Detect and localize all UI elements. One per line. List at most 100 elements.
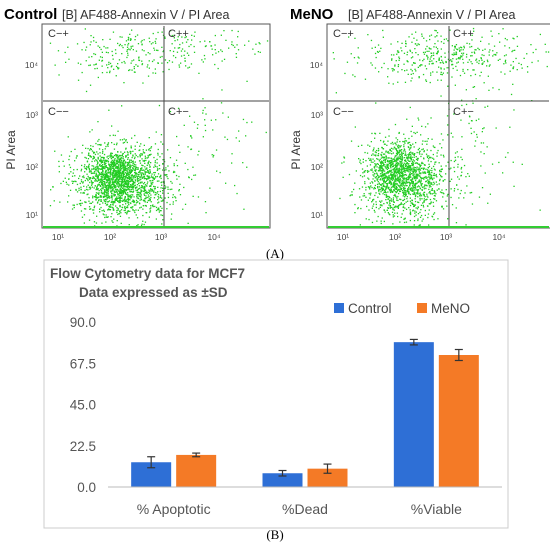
scatter-point — [401, 152, 403, 154]
scatter-point — [137, 168, 139, 170]
scatter-point — [106, 173, 108, 176]
scatter-point — [368, 170, 370, 172]
scatter-point — [381, 189, 383, 191]
scatter-point — [91, 129, 93, 131]
scatter-point — [119, 196, 122, 198]
scatter-point — [380, 170, 382, 172]
scatter-point — [435, 46, 437, 48]
scatter-point — [433, 172, 435, 175]
scatter-point — [117, 162, 119, 164]
scatter-point — [100, 179, 102, 181]
scatter-point — [380, 47, 382, 49]
scatter-point — [118, 213, 120, 215]
scatter-point — [130, 196, 132, 199]
scatter-point — [383, 209, 385, 211]
scatter-point — [237, 30, 239, 33]
scatter-point — [400, 161, 402, 163]
scatter-point — [492, 55, 494, 57]
scatter-point — [157, 195, 159, 198]
quadrant-label-neg-neg: C−− — [333, 106, 354, 118]
scatter-point — [116, 182, 118, 184]
scatter-point — [402, 199, 405, 201]
scatter-point — [112, 176, 114, 178]
scatter-point — [362, 172, 364, 174]
scatter-point — [102, 156, 105, 159]
scatter-point — [128, 48, 130, 50]
scatter-point — [396, 150, 398, 152]
scatter-point — [394, 148, 396, 150]
scatter-point — [116, 175, 118, 177]
scatter-point — [122, 170, 124, 172]
scatter-point — [234, 46, 236, 48]
scatter-point — [151, 189, 154, 192]
scatter-point — [423, 167, 425, 169]
scatter-point — [114, 172, 116, 174]
scatter-point — [411, 170, 413, 172]
scatter-point — [383, 143, 386, 145]
scatter-point — [148, 137, 150, 139]
scatter-point — [400, 150, 402, 152]
scatter-point — [111, 213, 113, 215]
scatter-point — [106, 193, 108, 195]
scatter-point — [88, 206, 91, 208]
scatter-point — [110, 184, 113, 186]
scatter-point — [411, 180, 413, 182]
scatter-point — [91, 160, 93, 163]
scatter-point — [473, 51, 475, 53]
scatter-point — [481, 131, 483, 133]
scatter-point — [427, 216, 429, 219]
scatter-point — [112, 208, 114, 210]
scatter-point — [429, 198, 432, 201]
scatter-point — [103, 195, 105, 198]
scatter-point — [370, 62, 372, 64]
scatter-point — [400, 168, 402, 170]
scatter-point — [76, 191, 79, 193]
scatter-point — [136, 186, 138, 188]
scatter-point — [121, 200, 124, 202]
scatter-point — [396, 158, 398, 161]
scatter-point — [140, 175, 143, 177]
scatter-point — [179, 194, 182, 196]
scatter-point — [386, 157, 388, 159]
scatter-point — [385, 155, 387, 157]
scatter-point — [396, 164, 398, 166]
scatter-point — [401, 151, 403, 153]
scatter-point — [395, 188, 397, 190]
scatter-point — [232, 44, 234, 47]
scatter-point — [419, 199, 421, 201]
scatter-point — [213, 154, 215, 157]
scatter-point — [157, 49, 159, 52]
scatter-point — [141, 63, 144, 65]
scatter-point — [421, 33, 423, 35]
scatter-point — [499, 41, 501, 43]
scatter-point — [119, 191, 121, 193]
scatter-point — [433, 194, 436, 197]
scatter-point — [408, 186, 410, 188]
scatter-point — [119, 199, 121, 201]
scatter-point — [411, 167, 413, 169]
scatter-point — [145, 197, 147, 200]
scatter-point — [150, 207, 152, 209]
scatter-point — [380, 184, 382, 186]
scatter-point — [374, 132, 376, 134]
scatter-point — [136, 193, 138, 196]
scatter-point — [122, 181, 124, 183]
scatter-point — [412, 188, 414, 190]
scatter-point — [114, 157, 116, 160]
scatter-point — [392, 214, 394, 216]
scatter-point — [135, 166, 138, 169]
scatter-point — [440, 41, 443, 43]
scatter-point — [108, 109, 110, 111]
scatter-point — [441, 205, 443, 207]
scatter-point — [91, 150, 94, 152]
scatter-points-control — [49, 28, 269, 227]
scatter-point — [480, 57, 482, 60]
scatter-point — [212, 156, 214, 158]
scatter-point — [373, 198, 375, 201]
scatter-point — [130, 146, 132, 149]
scatter-point — [415, 173, 417, 175]
scatter-point — [116, 188, 119, 191]
scatter-point — [433, 212, 436, 214]
scatter-point — [105, 216, 107, 218]
scatter-point — [393, 69, 395, 71]
